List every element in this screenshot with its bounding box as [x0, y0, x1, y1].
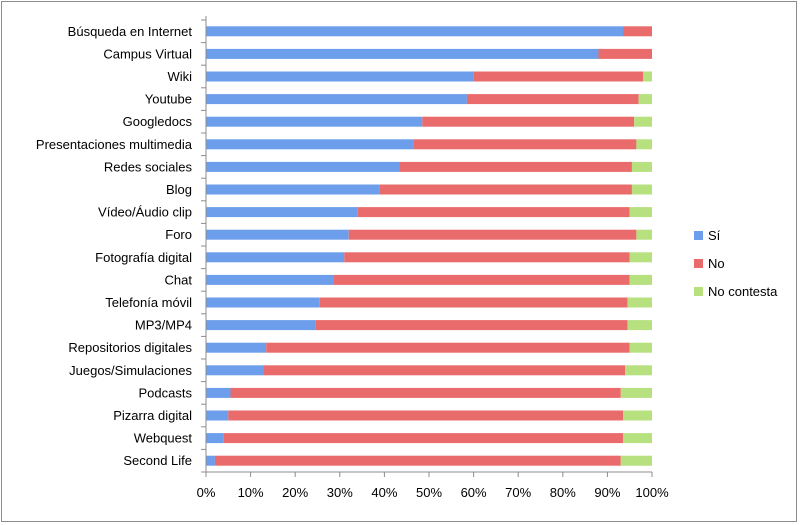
- bar-segment-no-contesta: [629, 274, 652, 285]
- bar-segment-no-contesta: [629, 342, 652, 353]
- plot-area: Búsqueda en Internet Campus Virtual Wiki Yo…: [36, 16, 669, 500]
- bar-segment-no: [466, 94, 639, 105]
- bar-segment-no: [228, 410, 624, 421]
- category-label: Webquest: [134, 431, 193, 446]
- bar-segment-no: [473, 71, 644, 82]
- bar-segment-no: [319, 297, 628, 308]
- bar-segment-no: [598, 48, 652, 59]
- category-label: Pizarra digital: [113, 408, 192, 423]
- category-label: Redes sociales: [104, 159, 193, 174]
- x-tick-label: 100%: [635, 485, 669, 500]
- x-tick-label: 70%: [505, 485, 531, 500]
- bar-segment-si: [206, 274, 334, 285]
- x-tick-label: 40%: [371, 485, 397, 500]
- legend-label: Sí: [708, 228, 721, 243]
- category-label: Campus Virtual: [103, 46, 192, 61]
- bar-segment-no-contesta: [627, 297, 652, 308]
- category-label: Vídeo/Áudio clip: [98, 205, 192, 220]
- x-tick-label: 10%: [238, 485, 264, 500]
- bar-segment-no-contesta: [629, 252, 652, 263]
- category-label: Fotografía digital: [95, 250, 192, 265]
- bar-segment-no-contesta: [631, 161, 652, 172]
- bar-segment-no: [266, 342, 630, 353]
- bar-segment-no-contesta: [638, 94, 652, 105]
- category-label: Telefonía móvil: [105, 295, 192, 310]
- bar-segment-si: [206, 297, 320, 308]
- bar-segment-no: [413, 139, 637, 150]
- bar-segment-si: [206, 433, 224, 444]
- category-label: Juegos/Simulaciones: [69, 363, 192, 378]
- bar-segment-no: [422, 116, 635, 127]
- bar-segment-no: [214, 455, 621, 466]
- bar-segment-si: [206, 207, 358, 218]
- bar-segment-si: [206, 94, 467, 105]
- bar-segment-no-contesta: [643, 71, 652, 82]
- bar-segment-no-contesta: [625, 365, 652, 376]
- bar-segment-no-contesta: [627, 320, 652, 331]
- legend: Sí No No contesta: [694, 228, 778, 299]
- bar-segment-no-contesta: [620, 455, 652, 466]
- category-label: Podcasts: [139, 385, 193, 400]
- category-label: MP3/MP4: [135, 318, 192, 333]
- x-tick-label: 30%: [327, 485, 353, 500]
- x-tick-label: 80%: [550, 485, 576, 500]
- category-label: Chat: [165, 272, 193, 287]
- bar-segment-no: [357, 207, 630, 218]
- bar-segment-no: [400, 161, 632, 172]
- bar-segment-si: [206, 139, 414, 150]
- legend-swatch: [694, 259, 703, 268]
- category-label: Blog: [166, 182, 192, 197]
- bar-segment-no: [344, 252, 630, 263]
- bar-segment-no: [623, 26, 652, 37]
- category-label: Youtube: [145, 92, 192, 107]
- x-tick-label: 60%: [461, 485, 487, 500]
- bar-segment-si: [206, 252, 345, 263]
- bar-segment-si: [206, 26, 624, 37]
- category-label: Búsqueda en Internet: [68, 24, 193, 39]
- bar-segment-no-contesta: [623, 410, 652, 421]
- bar-segment-no-contesta: [636, 229, 652, 240]
- bar-segment-si: [206, 455, 215, 466]
- bar-segment-no: [333, 274, 630, 285]
- bar-segment-si: [206, 48, 599, 59]
- category-label: Second Life: [123, 453, 192, 468]
- bar-segment-no-contesta: [623, 433, 652, 444]
- bar-segment-no: [223, 433, 624, 444]
- x-tick-label: 50%: [416, 485, 442, 500]
- x-tick-label: 20%: [282, 485, 308, 500]
- legend-swatch: [694, 231, 703, 240]
- category-label: Googledocs: [123, 114, 193, 129]
- bar-segment-no-contesta: [629, 207, 652, 218]
- bar-segment-no: [315, 320, 628, 331]
- bar-segment-si: [206, 410, 229, 421]
- bar-segment-no: [230, 387, 621, 398]
- bar-segment-no-contesta: [634, 116, 652, 127]
- bar-segment-no-contesta: [636, 139, 652, 150]
- bar-segment-no: [263, 365, 626, 376]
- bar-segment-si: [206, 342, 267, 353]
- bar-segment-si: [206, 229, 349, 240]
- legend-label: No contesta: [708, 284, 778, 299]
- x-tick-label: 90%: [594, 485, 620, 500]
- bar-segment-si: [206, 116, 423, 127]
- legend-swatch: [694, 287, 703, 296]
- bar-segment-si: [206, 184, 380, 195]
- category-label: Foro: [165, 227, 192, 242]
- bar-segment-si: [206, 387, 231, 398]
- category-label: Wiki: [167, 69, 192, 84]
- bar-segment-no-contesta: [631, 184, 652, 195]
- bar-segment-si: [206, 161, 401, 172]
- bar-segment-si: [206, 365, 264, 376]
- legend-label: No: [708, 256, 725, 271]
- bar-segment-no: [348, 229, 637, 240]
- x-tick-label: 0%: [197, 485, 216, 500]
- bar-segment-no: [379, 184, 632, 195]
- bar-segment-si: [206, 71, 474, 82]
- category-label: Presentaciones multimedia: [36, 137, 193, 152]
- bar-segment-no-contesta: [620, 387, 652, 398]
- bar-segment-si: [206, 320, 316, 331]
- category-label: Repositorios digitales: [68, 340, 192, 355]
